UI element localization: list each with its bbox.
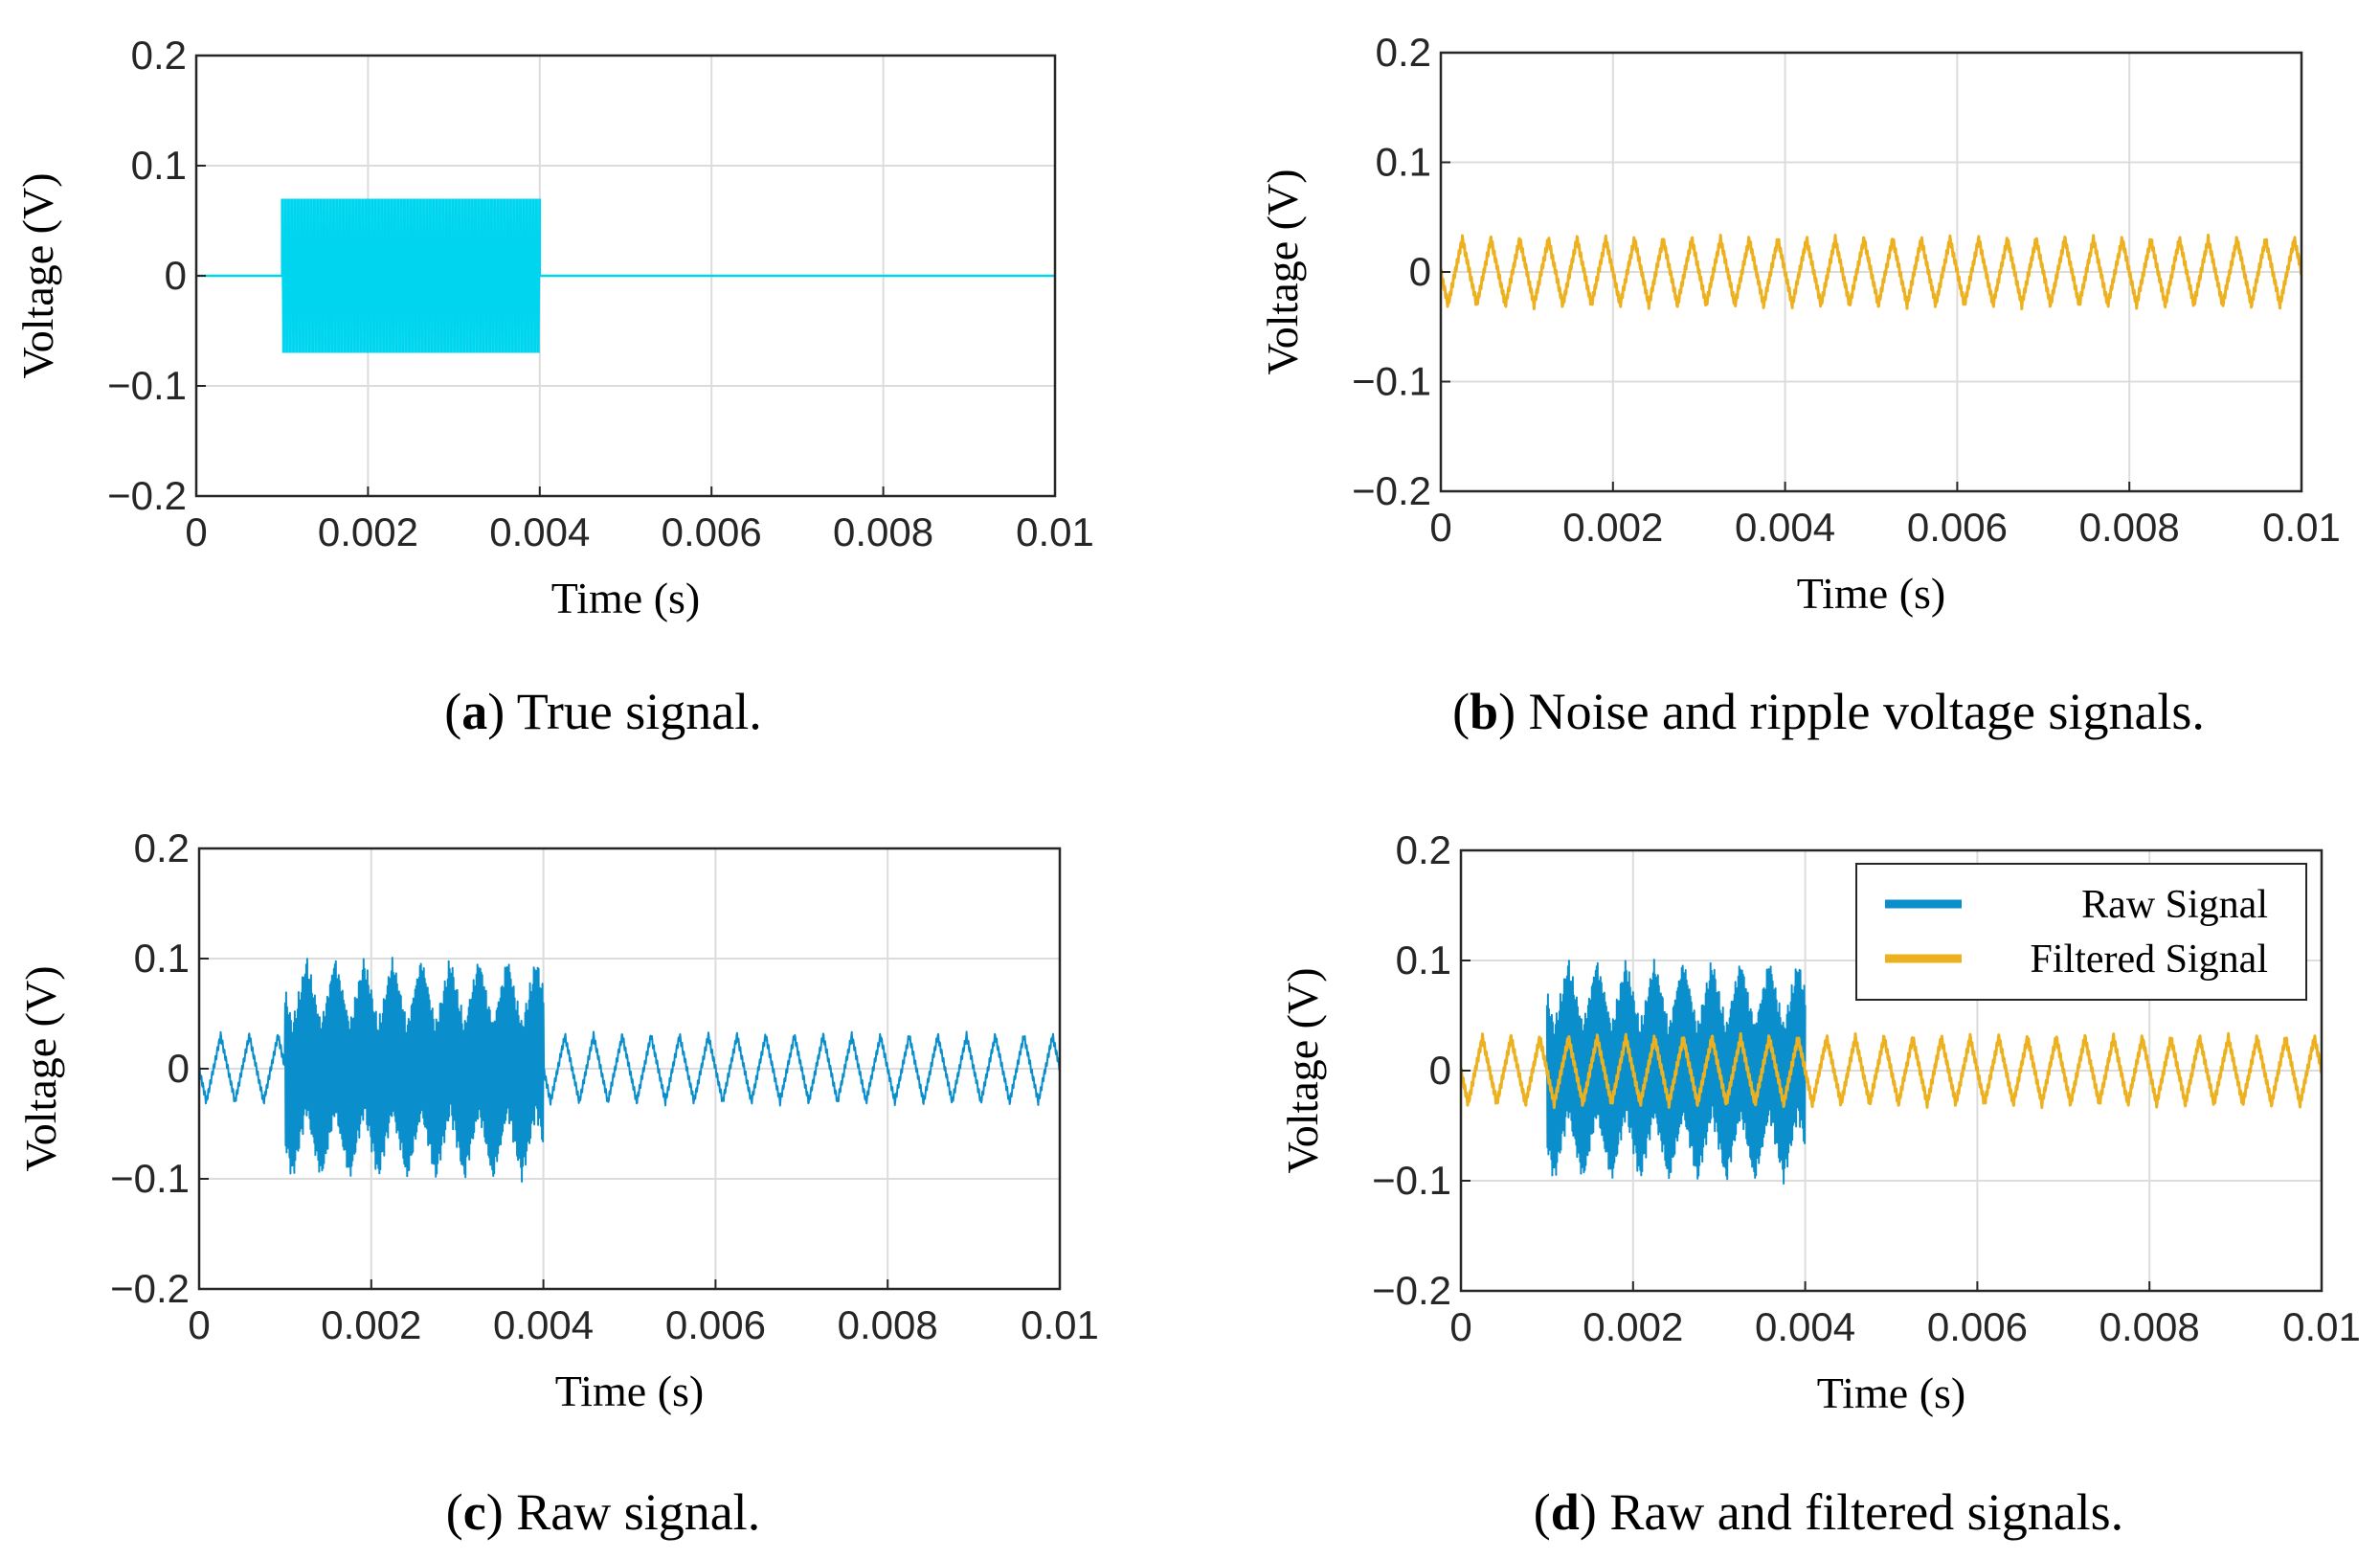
x-tick-label: 0 [185,509,207,554]
y-tick-label: −0.2 [1372,1268,1451,1313]
y-tick-label: 0.2 [134,825,190,870]
y-tick-label: 0.2 [1396,827,1451,872]
caption-a: (a) True signal. [444,683,762,740]
y-axis-label: Voltage (V) [13,172,62,378]
x-tick-label: 0.004 [489,509,590,554]
x-tick-label: 0.01 [2282,1304,2361,1349]
x-tick-label: 0 [1429,505,1451,550]
x-tick-label: 0 [188,1302,210,1347]
x-tick-label: 0.006 [665,1302,766,1347]
y-axis-label: Voltage (V) [16,965,65,1171]
x-tick-label: 0.008 [833,509,933,554]
x-tick-label: 0.004 [1755,1304,1855,1349]
x-tick-label: 0.004 [1735,505,1835,550]
legend-label: Filtered Signal [2031,938,2268,982]
y-axis-label: Voltage (V) [1278,967,1327,1173]
legend-label: Raw Signal [2081,883,2268,927]
y-tick-label: 0.1 [1376,140,1431,185]
y-axis-label: Voltage (V) [1258,169,1307,374]
x-tick-label: 0.006 [662,509,762,554]
x-tick-label: 0.01 [1016,509,1094,554]
x-tick-label: 0.002 [1562,505,1663,550]
y-tick-label: −0.2 [1352,468,1431,513]
x-axis-label: Time (s) [1797,569,1946,618]
y-tick-label: −0.1 [110,1156,190,1201]
caption-b: (b) Noise and ripple voltage signals. [1452,683,2205,740]
y-tick-label: 0.1 [134,936,190,981]
y-tick-label: −0.2 [107,473,187,518]
chart-b: 0 0.002 0.004 0.006 0.008 0.01 −0.2 −0.1 0 0.1 0.2… [1258,30,2341,618]
y-tick-label: 0 [1429,1048,1451,1093]
x-axis-label: Time (s) [1817,1368,1966,1417]
x-axis-label: Time (s) [551,574,701,622]
x-tick-label: 0.01 [1021,1302,1099,1347]
series-line [1545,959,1807,1185]
x-tick-label: 0.008 [838,1302,938,1347]
legend-box [1855,863,2307,1001]
caption-c: (c) Raw signal. [445,1483,761,1541]
x-tick-label: 0 [1449,1304,1471,1349]
y-tick-label: −0.1 [107,363,187,408]
x-tick-label: 0.006 [1927,1304,2028,1349]
y-tick-label: 0 [168,1046,190,1091]
y-tick-label: 0.2 [1376,30,1431,75]
x-tick-label: 0.006 [1907,505,2008,550]
series-line [1441,234,2301,310]
chart-d: 0 0.002 0.004 0.006 0.008 0.01 −0.2 −0.1 0 0.1 0.2… [1278,827,2361,1417]
y-tick-label: −0.1 [1352,359,1431,404]
y-tick-label: −0.2 [110,1266,190,1311]
y-tick-label: 0.1 [1396,938,1451,983]
x-tick-label: 0.004 [493,1302,594,1347]
x-axis-label: Time (s) [555,1367,705,1415]
x-tick-label: 0.01 [2262,505,2341,550]
legend: Raw Signal Filtered Signal [1855,863,2307,1001]
y-tick-label: 0 [165,253,187,298]
y-tick-label: 0.2 [131,33,187,78]
series-line [1461,1031,2322,1110]
x-tick-label: 0.002 [1583,1304,1683,1349]
chart-a: 0 0.002 0.004 0.006 0.008 0.01 −0.2 −0.1 0 0.1 0.2… [13,33,1094,622]
x-tick-label: 0.008 [2079,505,2180,550]
caption-d: (d) Raw and filtered signals. [1533,1483,2124,1541]
x-tick-label: 0.002 [321,1302,421,1347]
y-tick-label: 0.1 [131,143,187,188]
series-line [199,957,1060,1183]
x-tick-label: 0.008 [2099,1304,2200,1349]
x-tick-label: 0.002 [318,509,418,554]
chart-c: 0 0.002 0.004 0.006 0.008 0.01 −0.2 −0.1 0 0.1 0.2… [16,825,1099,1415]
y-tick-label: 0 [1409,249,1431,294]
burst-fill [281,198,540,353]
y-tick-label: −0.1 [1372,1158,1451,1203]
